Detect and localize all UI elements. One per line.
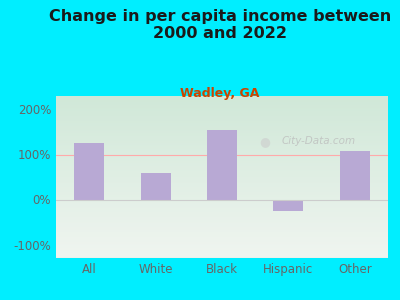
Text: ●: ● xyxy=(260,135,270,148)
Bar xyxy=(274,200,303,211)
Text: City-Data.com: City-Data.com xyxy=(282,136,356,146)
Text: Wadley, GA: Wadley, GA xyxy=(180,87,260,100)
Bar xyxy=(141,172,170,200)
Bar xyxy=(74,143,104,200)
Bar xyxy=(340,151,370,200)
Text: Change in per capita income between
2000 and 2022: Change in per capita income between 2000… xyxy=(49,9,391,41)
Bar xyxy=(207,130,237,200)
